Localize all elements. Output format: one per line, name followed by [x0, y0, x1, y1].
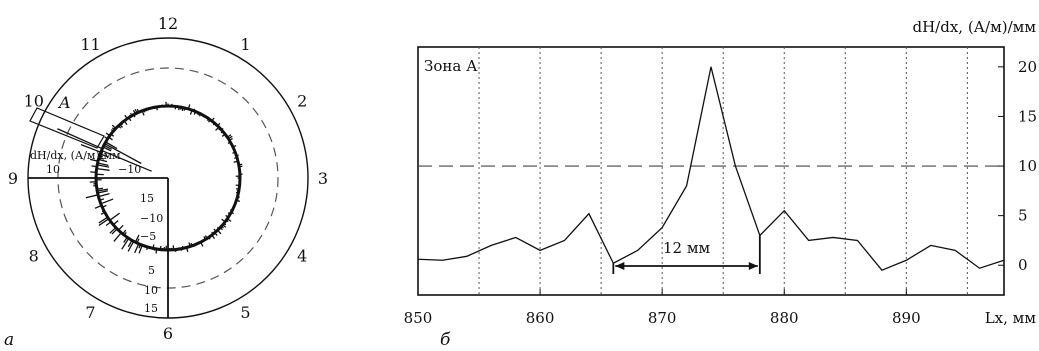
x-tick-label-860: 860	[526, 309, 555, 327]
clock-label-2: 2	[297, 92, 307, 111]
span-annotation	[612, 235, 761, 274]
polar-spike	[101, 149, 152, 172]
zone-label: Зона А	[424, 57, 478, 75]
polar-spike	[127, 240, 135, 252]
radial-left-tick-1: −10	[118, 163, 141, 176]
span-annotation-label: 12 мм	[663, 239, 711, 257]
x-tick-label-870: 870	[648, 309, 677, 327]
polar-spike	[97, 188, 109, 192]
clock-label-8: 8	[29, 247, 39, 266]
radial-down-tick-2: −5	[140, 230, 156, 243]
clock-label-9: 9	[8, 169, 18, 188]
y-tick-label-20: 20	[1018, 58, 1037, 76]
sector-label: A	[57, 93, 71, 112]
y-tick-label-5: 5	[1018, 207, 1028, 225]
clock-label-5: 5	[240, 303, 250, 322]
y-tick-label-10: 10	[1018, 157, 1037, 175]
radial-down-tick-0: 15	[140, 192, 154, 205]
span-arrow-right	[748, 262, 758, 270]
panel-letter-a: а	[4, 330, 14, 350]
radial-down-tick-4: 10	[144, 284, 158, 297]
polar-spike	[98, 158, 108, 163]
y-axis-label: dH/dx, (А/м)/мм	[912, 18, 1036, 36]
polar-spike	[102, 146, 112, 152]
y-tick-label-0: 0	[1018, 256, 1028, 274]
radial-down-tick-1: −10	[140, 212, 163, 225]
x-ticks: 850 860 870 880 890	[404, 289, 921, 327]
polar-spike	[97, 162, 109, 166]
polar-spike	[100, 198, 114, 205]
polar-spike	[98, 193, 110, 198]
polar-spike	[105, 141, 118, 150]
polar-spike	[103, 144, 112, 150]
polar-spike	[97, 164, 110, 168]
x-tick-label-880: 880	[770, 309, 799, 327]
polar-spike	[98, 218, 110, 226]
radial-down-tick-3: 5	[148, 264, 155, 277]
polar-spike	[134, 243, 140, 254]
polar-spike	[99, 153, 109, 158]
line-chart: 12 мм 850 860 870 880 890 0 5 10 15 20 Зона А dH…	[404, 18, 1037, 350]
clock-label-12: 12	[158, 14, 178, 33]
clock-label-6: 6	[163, 324, 173, 343]
clock-label-3: 3	[318, 169, 328, 188]
clock-label-1: 1	[240, 35, 250, 54]
polar-spike	[109, 212, 121, 221]
sector-a-box	[29, 107, 105, 149]
polar-spike	[134, 234, 140, 243]
series-line	[417, 66, 1005, 271]
clock-label-4: 4	[297, 247, 307, 266]
polar-spike	[113, 232, 122, 242]
polar-spike	[57, 128, 103, 150]
vertical-grid	[478, 47, 968, 295]
polar-spike	[97, 190, 108, 194]
clock-label-11: 11	[80, 35, 100, 54]
span-arrow-left	[615, 262, 625, 270]
polar-axis-label: dH/dx, (А/м)/мм	[30, 149, 121, 162]
radial-left-tick-0: 10	[46, 163, 60, 176]
polar-spike	[98, 216, 108, 224]
x-axis-label: Lx, мм	[985, 309, 1037, 327]
clock-label-7: 7	[85, 303, 95, 322]
x-tick-label-890: 890	[892, 309, 921, 327]
clock-label-10: 10	[24, 92, 44, 111]
plot-frame	[417, 46, 1005, 296]
polar-spike	[96, 167, 110, 171]
panel-letter-b: б	[440, 330, 451, 350]
polar-spike	[80, 143, 102, 153]
radial-down-tick-5: 15	[144, 302, 158, 315]
y-ticks: 0 5 10 15 20	[998, 58, 1037, 274]
polar-spike	[104, 143, 142, 165]
x-tick-label-850: 850	[404, 309, 433, 327]
polar-spike	[85, 194, 99, 199]
y-tick-label-15: 15	[1018, 107, 1037, 125]
polar-spike	[121, 238, 130, 250]
